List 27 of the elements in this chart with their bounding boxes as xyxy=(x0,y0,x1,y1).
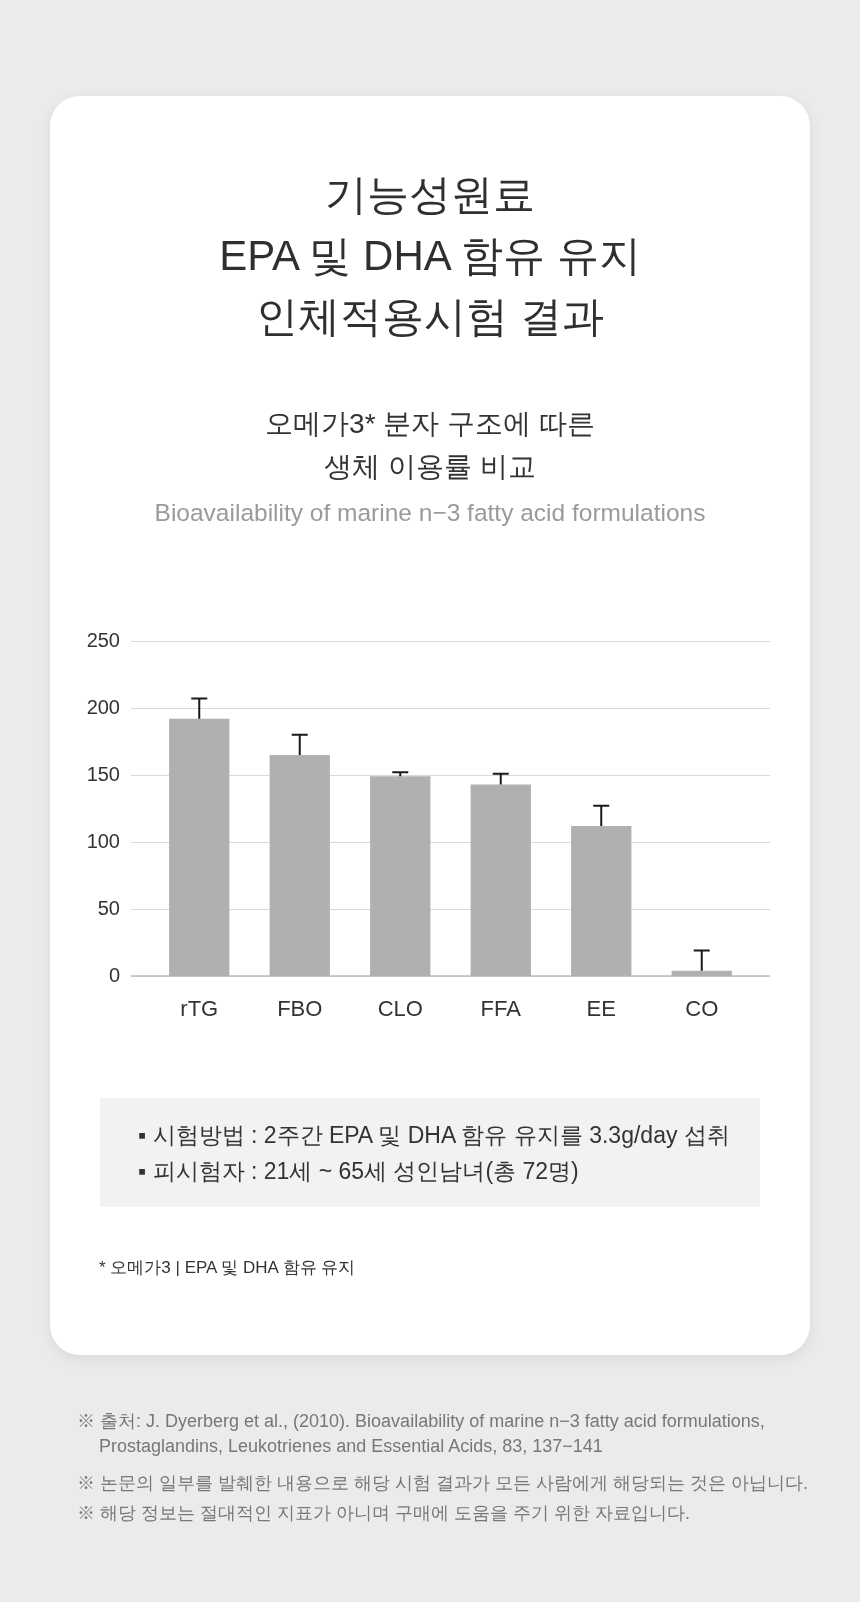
y-tick-label: 150 xyxy=(86,762,120,785)
y-tick-label: 250 xyxy=(86,628,120,651)
text: ※ 논문의 일부를 발췌한 내용으로 해당 시험 결과가 모든 사람에게 해당되는 것은 아닙니다. xyxy=(77,1472,809,1495)
text: ※ 해당 정보는 절대적인 지표가 아니며 구매에 도움을 주기 위한 자료입니다. xyxy=(77,1502,691,1525)
bar xyxy=(571,825,632,976)
x-tick-label: FFA xyxy=(480,996,522,1022)
x-tick-label: CLO xyxy=(377,996,423,1022)
bar xyxy=(671,970,732,976)
text: ▪ 시험방법 : 2주간 EPA 및 DHA 함유 유지를 3.3g/day 섭취 xyxy=(138,1121,730,1149)
y-tick-label: 50 xyxy=(97,896,120,919)
x-tick-label: FBO xyxy=(277,996,323,1022)
x-tick-label: CO xyxy=(685,996,719,1022)
bar xyxy=(169,718,230,976)
x-tick-label: EE xyxy=(586,996,616,1022)
bar xyxy=(470,784,531,976)
text: * 오메가3 | EPA 및 DHA 함유 유지 xyxy=(99,1257,356,1279)
chart-subtitle: 오메가3* 분자 구조에 따른 생체 이용률 비교 xyxy=(264,407,596,484)
text: ※ 출처: J. Dyerberg et al., (2010). Bioavailability of marine n−3 fatty acid formulations, Prostaglandins, Leukotrienes and Essential Acids, 83, 137−141 xyxy=(77,1410,766,1458)
x-tick-label: rTG xyxy=(180,996,219,1022)
text: Bioavailability of marine n−3 fatty acid formulations xyxy=(153,498,707,528)
chart-title: 기능성원료 EPA 및 DHA 함유 유지 인체적용시험 결과 xyxy=(218,170,642,342)
y-tick-label: 200 xyxy=(86,695,120,718)
y-tick-label: 100 xyxy=(86,829,120,852)
text: ▪ 피시험자 : 21세 ~ 65세 성인남녀(총 72명) xyxy=(138,1157,579,1185)
y-tick-label: 0 xyxy=(108,963,120,986)
bar xyxy=(370,776,431,976)
bar xyxy=(269,754,330,976)
